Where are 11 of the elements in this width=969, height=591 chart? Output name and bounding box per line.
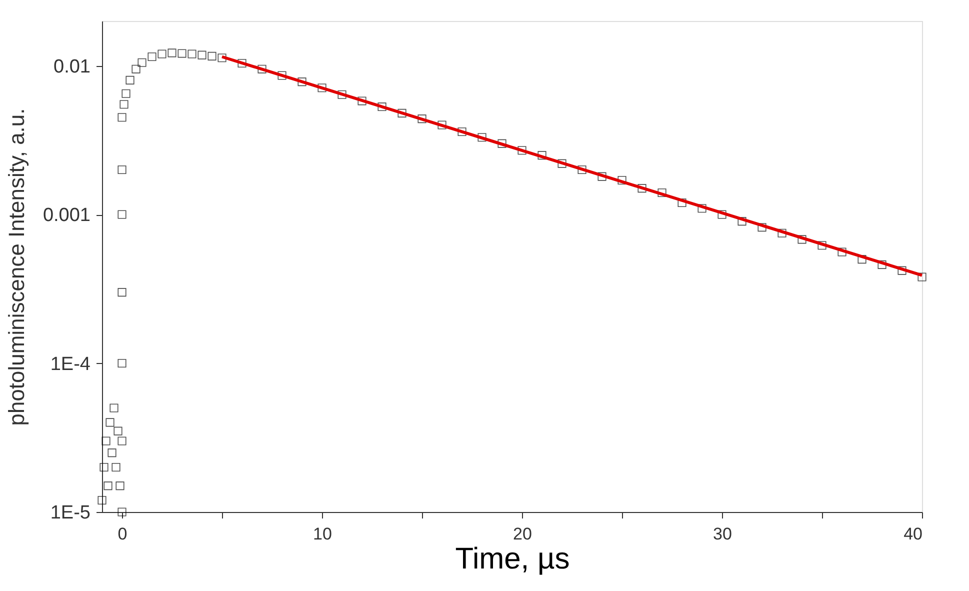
y-tick-label: 0.01 xyxy=(54,56,90,78)
x-axis-title: Time, µs xyxy=(455,542,570,576)
x-tick-label: 40 xyxy=(904,524,922,544)
x-tick-label: 20 xyxy=(513,524,532,544)
y-tick-label: 0.001 xyxy=(42,205,90,226)
y-tick-label: 1E-5 xyxy=(50,502,90,524)
y-axis-title: photoluminiscence Intensity, a.u. xyxy=(4,108,29,426)
x-tick-label: 10 xyxy=(313,524,332,544)
x-tick-label: 0 xyxy=(118,524,128,544)
x-tick-label: 30 xyxy=(713,524,732,544)
y-tick-label: 1E-4 xyxy=(50,354,91,375)
